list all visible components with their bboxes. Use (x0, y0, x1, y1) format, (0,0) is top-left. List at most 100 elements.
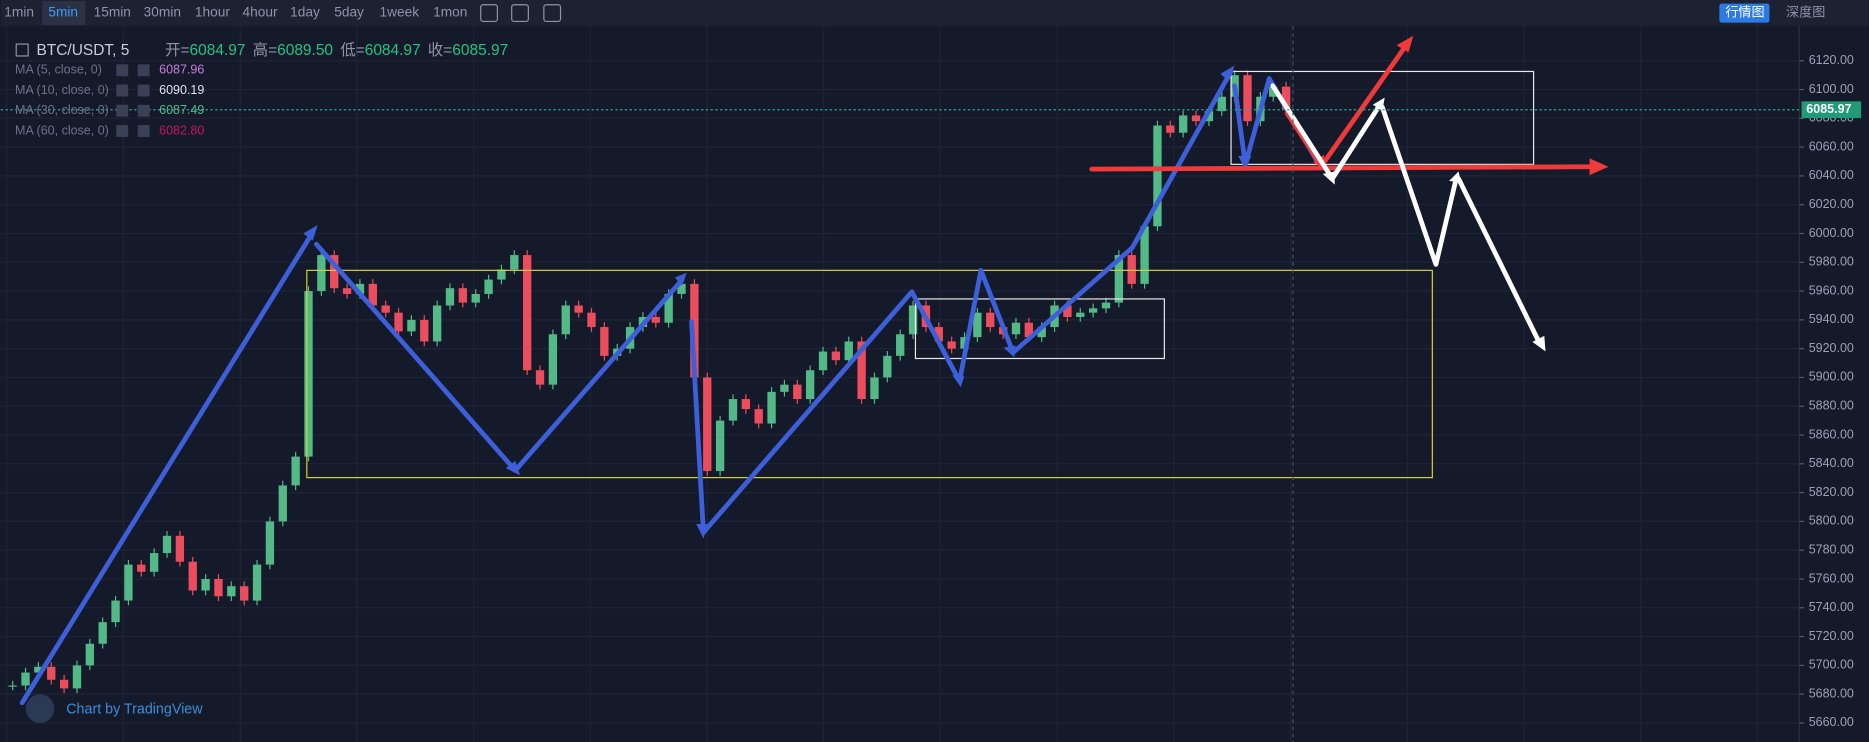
y-tick-label: 5880.00 (1809, 399, 1854, 413)
ma-settings (116, 125, 129, 137)
ma-close (137, 125, 150, 137)
candle-body (934, 327, 943, 342)
y-tick-label: 6100.00 (1809, 82, 1854, 96)
candle-body (98, 622, 107, 644)
candle-body (432, 305, 442, 342)
y-tick-label: 5780.00 (1809, 542, 1854, 556)
candle-body (896, 334, 905, 356)
candle-body (754, 409, 763, 424)
candle-body (535, 370, 545, 385)
candle-body (1101, 302, 1111, 309)
interval-button[interactable]: 5min (48, 5, 78, 20)
interval-button[interactable]: 15min (94, 5, 131, 20)
ma-label: MA (30, close, 0) (15, 103, 109, 117)
interval-button[interactable]: 1mon (433, 5, 467, 20)
view-tab[interactable]: 行情图 (1725, 5, 1764, 20)
interval-button[interactable]: 1min (4, 5, 34, 20)
toolbar-icon[interactable] (511, 4, 529, 23)
candle-body (85, 643, 95, 666)
candle-body (883, 355, 892, 378)
candle-body (844, 341, 853, 361)
candle-body (265, 521, 275, 565)
candle-body (1024, 322, 1033, 338)
interval-button[interactable]: 30min (144, 5, 181, 20)
y-tick-label: 5680.00 (1809, 686, 1854, 700)
ohlc-value: 6085.97 (452, 42, 508, 59)
watermark: Chart by TradingView (66, 702, 203, 718)
candle-body (330, 255, 339, 289)
candle-body (587, 312, 596, 328)
candle-body (1088, 308, 1098, 313)
ma-label: MA (10, close, 0) (15, 83, 109, 97)
interval-button[interactable]: 1day (290, 5, 320, 20)
candle-body (1281, 86, 1291, 110)
y-tick-label: 5980.00 (1809, 255, 1854, 269)
y-tick-label: 6020.00 (1809, 197, 1854, 211)
candle-body (1217, 96, 1226, 112)
ma-close (137, 64, 150, 77)
candle-body (1269, 86, 1278, 97)
y-tick-label: 5900.00 (1809, 370, 1854, 384)
candle-body (870, 377, 879, 400)
ohlc-label: 收= (428, 41, 453, 59)
y-tick-label: 5760.00 (1809, 571, 1854, 585)
ohlc-value: 6084.97 (190, 42, 246, 59)
range-box (914, 298, 1165, 360)
ma-settings (116, 104, 129, 117)
candle-body (1011, 322, 1021, 335)
y-tick-label: 5840.00 (1809, 456, 1854, 470)
candle-body (818, 351, 828, 371)
y-tick-label: 5920.00 (1809, 341, 1854, 355)
candle-body (445, 288, 455, 306)
candle-body (715, 420, 725, 472)
toolbar-icon[interactable] (480, 4, 498, 23)
candle-body (252, 564, 262, 601)
candle-body (780, 384, 789, 392)
candle-body (1166, 125, 1175, 133)
ma-label: MA (60, close, 0) (15, 123, 109, 137)
toolbar-icon[interactable] (543, 4, 562, 23)
symbol: BTC/USDT, 5 (36, 42, 129, 59)
interval-active (42, 1, 86, 26)
candle-body (471, 293, 480, 303)
y-tick-label: 6060.00 (1809, 139, 1854, 153)
y-tick-label: 6040.00 (1809, 168, 1854, 182)
candle-body (420, 319, 429, 342)
candle-body (278, 485, 287, 522)
ma-settings (116, 64, 129, 77)
y-tick-label: 5940.00 (1809, 312, 1854, 326)
ohlc-label: 开= (165, 42, 190, 59)
y-tick-label: 5960.00 (1809, 283, 1854, 297)
y-tick-label: 5860.00 (1809, 427, 1854, 441)
candle-body (407, 319, 416, 332)
candle-body (1076, 312, 1085, 317)
ohlc-label: 高= (253, 41, 278, 59)
view-tab[interactable]: 深度图 (1786, 5, 1825, 20)
interval-button[interactable]: 5day (334, 5, 364, 20)
candle-body (703, 377, 712, 472)
y-tick-label: 5720.00 (1809, 629, 1854, 643)
candle-body (8, 685, 17, 687)
legend-main: BTC/USDT, 5 开=6084.97 高=6089.50 低=6084.97 收=… (36, 41, 508, 59)
candle-body (497, 269, 506, 280)
ma-settings (116, 84, 129, 97)
candle-body (342, 288, 352, 294)
candle-body (137, 564, 146, 572)
interval-button[interactable]: 4hour (243, 5, 278, 20)
last-price-label: 6085.97 (1806, 102, 1851, 116)
candle-body (484, 279, 493, 294)
candle-body (59, 679, 69, 689)
candle-body (72, 665, 82, 689)
legend-icon (15, 43, 29, 57)
candle-body (188, 561, 197, 591)
interval-button[interactable]: 1hour (195, 5, 230, 20)
interval-button[interactable]: 1week (379, 5, 419, 20)
tab-active (1719, 3, 1770, 23)
candle-body (162, 535, 172, 554)
candle-body (523, 255, 532, 371)
candle-body (1127, 255, 1136, 284)
candle-body (355, 283, 365, 294)
candle-body (857, 341, 866, 400)
